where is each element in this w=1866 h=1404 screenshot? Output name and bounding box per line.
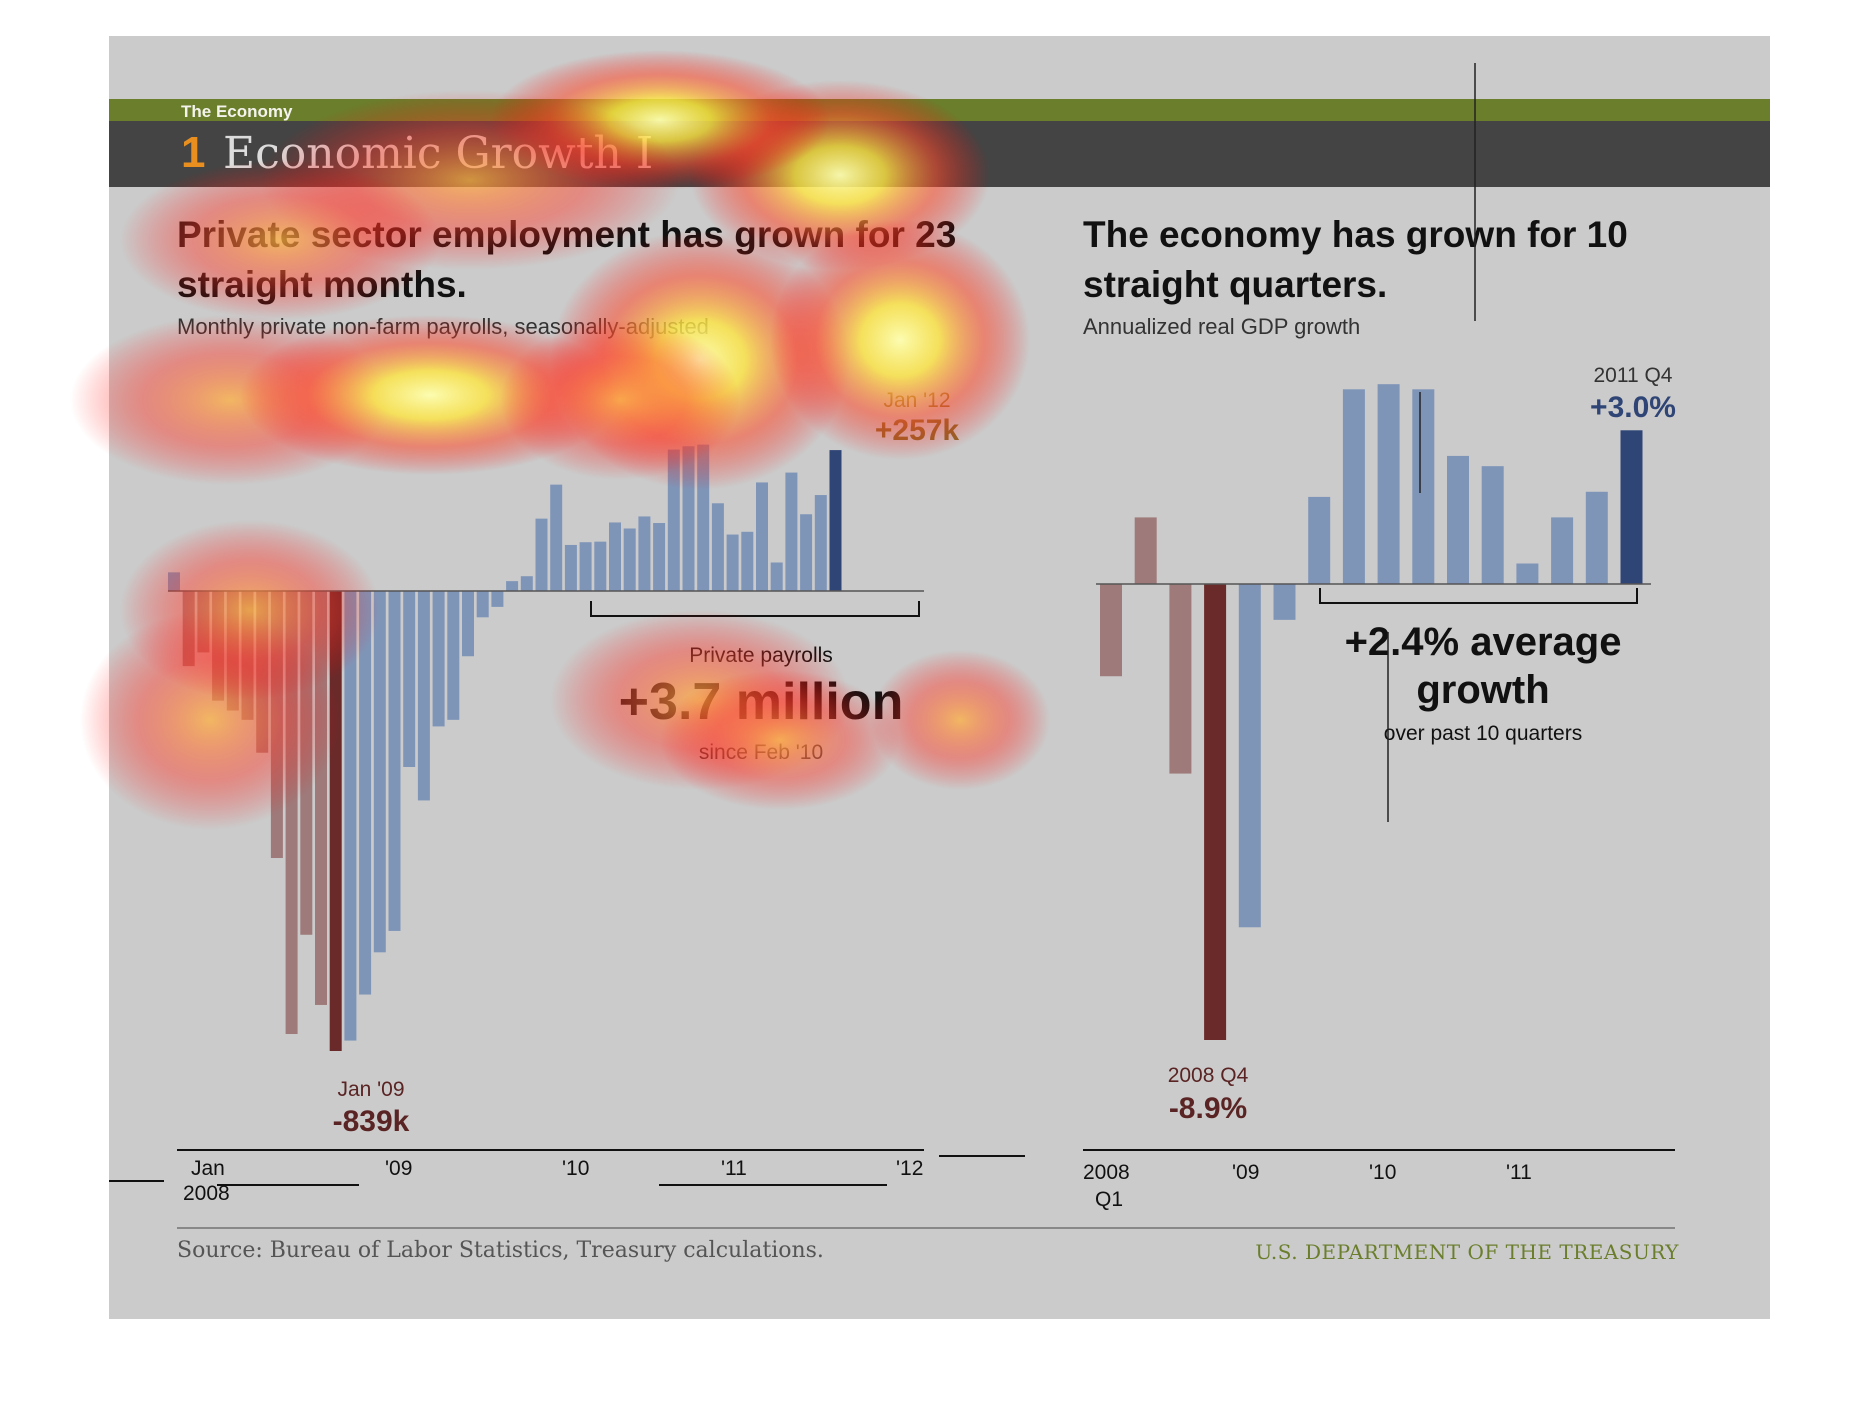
payroll-bar xyxy=(711,503,724,591)
gdp-bar xyxy=(1100,584,1122,677)
payroll-bar xyxy=(800,514,813,591)
payroll-bar xyxy=(741,531,754,591)
payroll-bar xyxy=(226,591,239,711)
payroll-bar xyxy=(168,572,180,591)
right-headline: The economy has grown for 10 straight qu… xyxy=(1083,214,1628,305)
payroll-bar xyxy=(432,591,445,727)
gdp-bar xyxy=(1551,517,1574,584)
gdp-bar xyxy=(1585,491,1608,584)
payroll-bar xyxy=(682,446,695,591)
charts-canvas: Private payrolls +3.7 million since Feb … xyxy=(109,63,1676,1229)
payroll-bar xyxy=(667,449,680,591)
payroll-bar xyxy=(241,591,254,720)
payroll-bar xyxy=(329,591,342,1051)
gdp-tick-10: '10 xyxy=(1369,1161,1396,1184)
gdp-bar xyxy=(1134,517,1157,584)
payroll-bar xyxy=(373,591,386,953)
gdp-bar xyxy=(1481,466,1504,584)
payroll-bar xyxy=(359,591,372,995)
payroll-callout-value: +3.7 million xyxy=(619,673,904,731)
gdp-last-value: +3.0% xyxy=(1590,391,1676,424)
gdp-bar xyxy=(1620,430,1643,584)
gdp-bar xyxy=(1273,584,1296,620)
payroll-bar xyxy=(388,591,401,931)
payroll-bar xyxy=(726,534,739,591)
payroll-last-date: Jan '12 xyxy=(883,389,950,412)
payroll-bracket xyxy=(590,601,920,617)
gdp-bar xyxy=(1342,389,1365,584)
payroll-bar xyxy=(520,576,533,591)
payroll-bar xyxy=(623,528,636,591)
payroll-bar xyxy=(417,591,430,801)
payroll-bar xyxy=(506,581,519,591)
payroll-bar xyxy=(609,522,621,591)
payroll-bar xyxy=(182,591,195,667)
gdp-bar xyxy=(1238,584,1261,928)
payroll-callout-note: since Feb '10 xyxy=(699,741,823,764)
payroll-bar xyxy=(315,591,327,1005)
gdp-bar xyxy=(1516,563,1539,584)
gdp-tick-11: '11 xyxy=(1506,1161,1532,1184)
payroll-bar xyxy=(491,591,504,607)
source-note: Source: Bureau of Labor Statistics, Trea… xyxy=(177,1238,824,1263)
payroll-bar xyxy=(197,591,210,653)
payroll-bar xyxy=(756,482,768,591)
payroll-bar xyxy=(550,484,563,591)
payroll-bar xyxy=(476,591,489,618)
gdp-bar xyxy=(1169,584,1192,774)
payroll-bar xyxy=(256,591,269,753)
payroll-bar xyxy=(829,450,842,591)
gdp-tick-09: '09 xyxy=(1232,1161,1259,1184)
gdp-tick-q1: Q1 xyxy=(1095,1188,1123,1211)
payroll-bar xyxy=(564,544,577,591)
payroll-bar xyxy=(285,591,298,1035)
payroll-bar xyxy=(462,591,474,657)
payroll-bar xyxy=(653,523,666,591)
payroll-min-date: Jan '09 xyxy=(337,1078,404,1101)
payroll-bar xyxy=(300,591,313,935)
gdp-bar xyxy=(1204,584,1227,1040)
payroll-bar xyxy=(594,541,607,591)
gdp-callout-value-line2: growth xyxy=(1416,668,1549,712)
payroll-callout-label: Private payrolls xyxy=(689,644,833,667)
gdp-callout-value-line1: +2.4% average xyxy=(1345,620,1622,664)
payroll-bar xyxy=(403,591,416,767)
payroll-bar xyxy=(447,591,460,720)
payroll-bar xyxy=(212,591,225,701)
gdp-bar xyxy=(1447,455,1469,584)
payroll-bar xyxy=(814,495,827,591)
gdp-callout-note: over past 10 quarters xyxy=(1384,722,1582,745)
payroll-bar xyxy=(785,472,798,591)
gdp-min-value: -8.9% xyxy=(1169,1092,1247,1125)
gdp-min-date: 2008 Q4 xyxy=(1168,1064,1249,1087)
payroll-tick-2008: 2008 xyxy=(183,1182,230,1205)
slide: The Economy 1 Economic Growth I Private … xyxy=(109,36,1770,1319)
payroll-bar xyxy=(270,591,283,859)
payroll-bar xyxy=(638,516,651,591)
gdp-last-date: 2011 Q4 xyxy=(1593,364,1672,387)
gdp-chart xyxy=(1096,384,1651,1040)
payroll-bar xyxy=(579,542,592,591)
gdp-bar xyxy=(1412,389,1435,584)
payroll-bar xyxy=(770,562,783,591)
gdp-bar xyxy=(1377,384,1400,584)
agency-label: U.S. DEPARTMENT OF THE TREASURY xyxy=(1255,1240,1679,1264)
payroll-bar xyxy=(344,591,357,1041)
gdp-bar xyxy=(1308,496,1331,584)
payroll-tick-12: '12 xyxy=(896,1157,923,1180)
gdp-tick-2008: 2008 xyxy=(1083,1161,1130,1184)
payroll-tick-11: '11 xyxy=(721,1157,747,1180)
payroll-min-value: -839k xyxy=(333,1105,410,1138)
right-subhead: Annualized real GDP growth xyxy=(1083,314,1361,339)
payroll-bar xyxy=(535,518,548,591)
gdp-bracket xyxy=(1319,588,1638,604)
payroll-bar xyxy=(697,444,710,591)
payroll-last-value: +257k xyxy=(875,414,960,447)
payroll-tick-09: '09 xyxy=(385,1157,412,1180)
payroll-tick-jan: Jan xyxy=(191,1157,225,1180)
payroll-tick-10: '10 xyxy=(562,1157,589,1180)
